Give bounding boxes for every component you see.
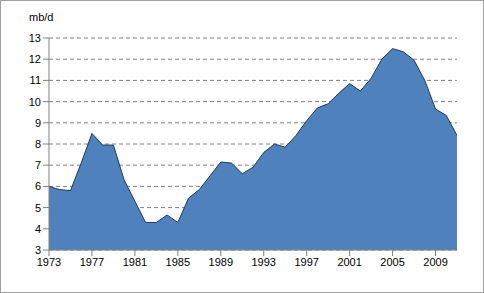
svg-text:6: 6 — [35, 180, 41, 192]
svg-text:2005: 2005 — [380, 256, 404, 268]
svg-text:3: 3 — [35, 244, 41, 256]
svg-text:11: 11 — [30, 74, 41, 86]
svg-text:1997: 1997 — [294, 256, 318, 268]
svg-text:8: 8 — [35, 138, 41, 150]
svg-text:1981: 1981 — [123, 256, 147, 268]
svg-text:1977: 1977 — [80, 256, 104, 268]
svg-text:2001: 2001 — [337, 256, 361, 268]
svg-text:10: 10 — [29, 96, 41, 108]
svg-text:7: 7 — [35, 159, 41, 171]
svg-text:2009: 2009 — [423, 256, 447, 268]
svg-text:4: 4 — [35, 223, 41, 235]
svg-text:1993: 1993 — [251, 256, 275, 268]
svg-text:1989: 1989 — [209, 256, 233, 268]
svg-text:12: 12 — [29, 53, 41, 65]
html-text:mb/d: mb/d — [29, 11, 54, 23]
svg-text:5: 5 — [35, 202, 41, 214]
svg-text:13: 13 — [29, 32, 41, 44]
svg-text:1985: 1985 — [166, 256, 190, 268]
svg-text:1973: 1973 — [37, 256, 61, 268]
svg-text:9: 9 — [35, 117, 41, 129]
